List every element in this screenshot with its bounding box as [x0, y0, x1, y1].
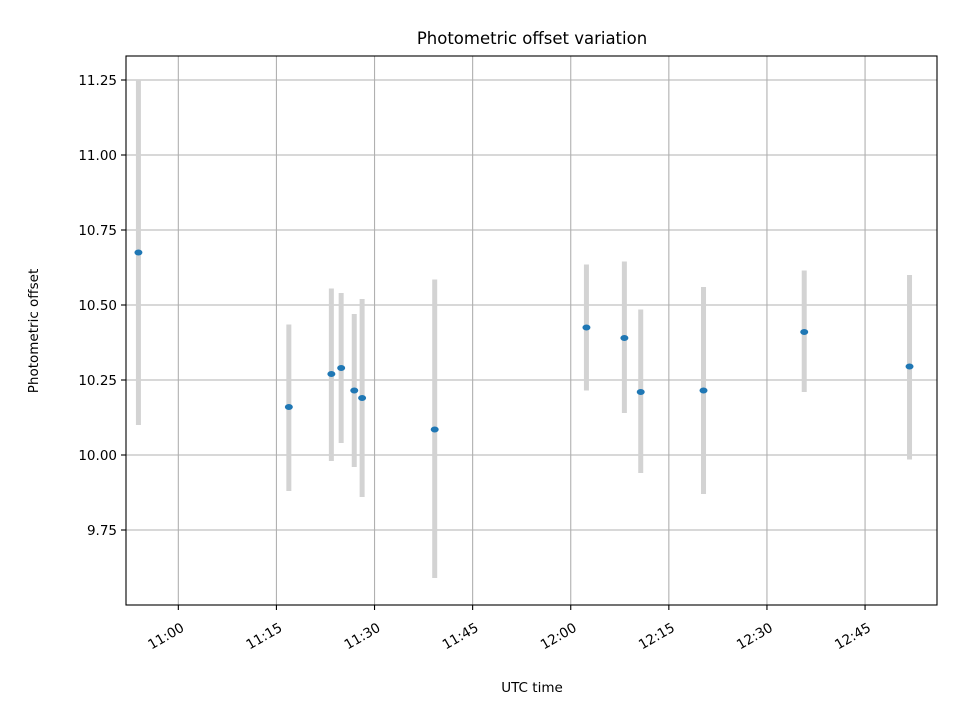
data-point — [284, 404, 293, 410]
data-point — [582, 324, 591, 331]
x-tick-label: 11:30 — [342, 620, 384, 653]
data-point — [905, 363, 914, 370]
data-point — [430, 426, 439, 433]
data-point — [337, 365, 346, 371]
data-point — [350, 387, 359, 394]
y-tick-label: 10.50 — [78, 298, 117, 314]
y-tick-label: 10.00 — [78, 448, 117, 464]
chart-title: Photometric offset variation — [417, 29, 647, 48]
x-tick-label: 12:45 — [832, 620, 874, 653]
data-point — [620, 335, 629, 341]
data-point — [800, 329, 809, 335]
x-tick-label: 12:00 — [538, 620, 580, 653]
data-point — [699, 387, 708, 394]
x-tick-label: 11:45 — [440, 620, 482, 653]
y-tick-label: 10.25 — [78, 373, 117, 389]
x-axis-label: UTC time — [501, 680, 563, 696]
y-tick-label: 11.00 — [78, 148, 117, 164]
y-tick-label: 10.75 — [78, 223, 117, 239]
x-axis-ticks: 11:00 11:15 11:30 11:45 12:00 12:15 12:30 12:45 — [145, 605, 874, 653]
plot-frame — [125, 55, 938, 606]
y-axis-ticks: 9.75 10.00 10.25 10.50 10.75 11.00 11.25 — [78, 73, 126, 539]
y-axis-label: Photometric offset — [26, 269, 42, 393]
x-tick-label: 12:30 — [734, 620, 776, 653]
y-tick-label: 9.75 — [87, 523, 117, 539]
data-points — [134, 249, 914, 433]
data-point — [327, 371, 336, 377]
data-point — [134, 249, 143, 256]
x-tick-label: 11:15 — [244, 620, 286, 653]
x-tick-label: 12:15 — [636, 620, 678, 653]
data-point — [636, 389, 645, 395]
grid — [126, 56, 937, 605]
data-point — [358, 395, 367, 401]
x-tick-label: 11:00 — [145, 620, 187, 653]
y-tick-label: 11.25 — [78, 73, 117, 89]
